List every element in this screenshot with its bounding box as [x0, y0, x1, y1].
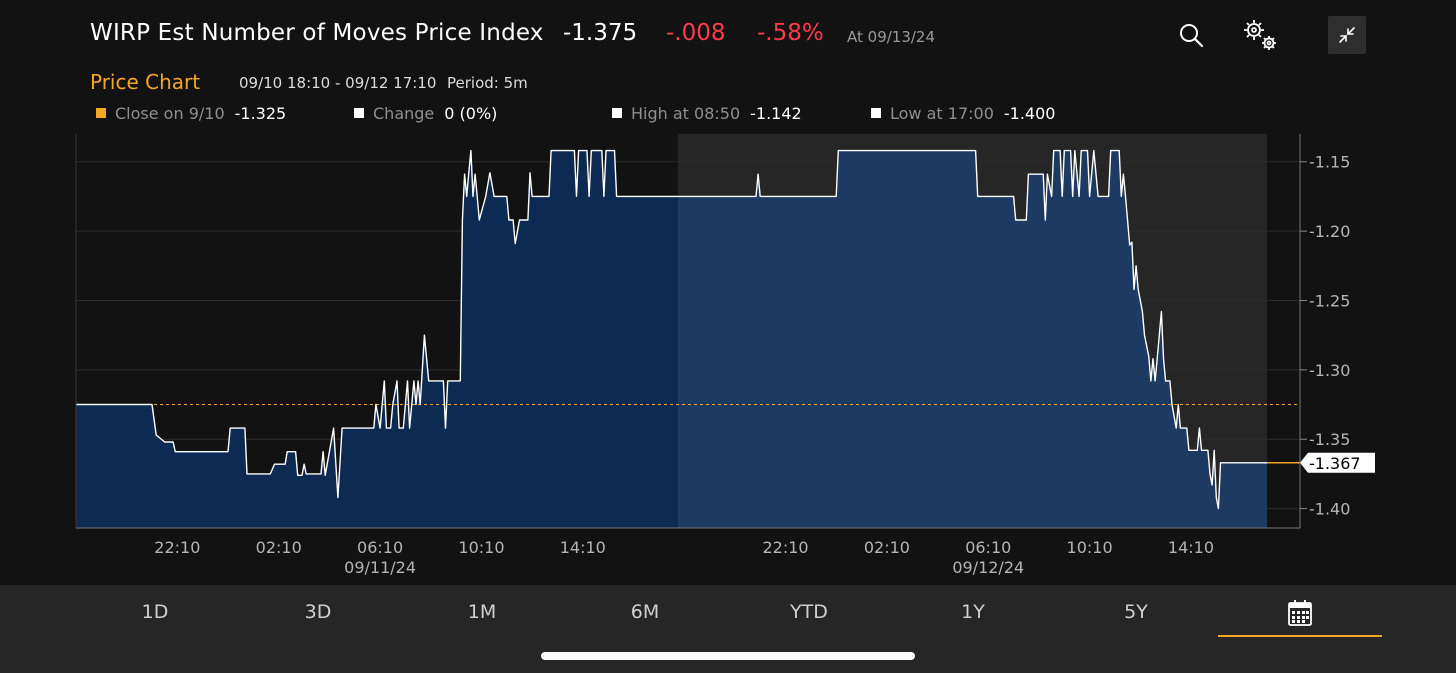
legend-label: High at 08:50 [631, 104, 741, 123]
legend-swatch [354, 108, 364, 118]
legend-value: -1.142 [750, 104, 802, 123]
security-title: WIRP Est Number of Moves Price Index [90, 20, 544, 46]
y-tick-label: -1.40 [1309, 500, 1350, 519]
series-area [76, 150, 678, 528]
x-date-label: 09/12/24 [952, 558, 1024, 577]
tab-ytd[interactable]: YTD [790, 601, 828, 623]
y-tick-label: -1.20 [1309, 222, 1350, 241]
x-tick-label: 22:10 [762, 538, 808, 557]
range-tab-bar: 1D 3D 1M 6M YTD 1Y 5Y [0, 585, 1456, 673]
legend-item-low: Low at 17:00 -1.400 [871, 104, 1055, 123]
x-tick-label: 10:10 [458, 538, 504, 557]
as-of-date: At 09/13/24 [847, 28, 936, 46]
tab-6m[interactable]: 6M [630, 601, 660, 623]
tab-1d[interactable]: 1D [141, 601, 169, 623]
legend-value: 0 (0%) [444, 104, 498, 123]
legend-swatch [871, 108, 881, 118]
legend-label: Low at 17:00 [890, 104, 994, 123]
tab-3d[interactable]: 3D [304, 601, 332, 623]
legend-label: Change [373, 104, 435, 123]
legend-value: -1.400 [1003, 104, 1056, 123]
chart-subheader: Price Chart 09/10 18:10 - 09/12 17:10 Pe… [0, 70, 1456, 100]
legend-item-change: Change 0 (0%) [354, 104, 497, 123]
y-tick-label: -1.25 [1309, 291, 1350, 310]
tab-1m[interactable]: 1M [467, 601, 497, 623]
legend-label: Close on 9/10 [115, 104, 225, 123]
x-tick-label: 06:10 [965, 538, 1011, 557]
last-price: -1.375 [563, 20, 638, 46]
legend-swatch [612, 108, 622, 118]
settings-gears-icon[interactable] [1240, 16, 1280, 54]
header: WIRP Est Number of Moves Price Index -1.… [0, 0, 1456, 70]
period-label: Period: 5m [447, 74, 528, 92]
price-chart-title: Price Chart [90, 70, 201, 94]
net-change: -.008 [666, 20, 726, 46]
x-tick-label: 06:10 [357, 538, 403, 557]
selected-tab-indicator [1218, 635, 1382, 637]
legend-swatch [96, 108, 106, 118]
x-date-label: 09/11/24 [344, 558, 416, 577]
price-chart[interactable]: -1.15 -1.20 -1.25 -1.30 -1.35 -1.40 -1.367 22:1… [0, 125, 1456, 585]
x-tick-label: 02:10 [256, 538, 302, 557]
collapse-icon[interactable] [1328, 16, 1366, 54]
x-tick-label: 14:10 [1168, 538, 1214, 557]
percent-change: -.58% [757, 20, 824, 46]
y-tick-label: -1.30 [1309, 361, 1350, 380]
last-value-label: -1.367 [1309, 454, 1361, 473]
date-range: 09/10 18:10 - 09/12 17:10 [239, 74, 437, 92]
tab-1y[interactable]: 1Y [961, 601, 985, 623]
x-tick-label: 10:10 [1067, 538, 1113, 557]
search-icon[interactable] [1176, 20, 1208, 52]
calendar-icon[interactable] [1287, 599, 1313, 627]
legend-item-close: Close on 9/10 -1.325 [96, 104, 286, 123]
last-value-tag [1300, 452, 1375, 473]
chart-legend: Close on 9/10 -1.325 Change 0 (0%) High at… [0, 104, 1456, 126]
x-tick-label: 22:10 [154, 538, 200, 557]
tab-5y[interactable]: 5Y [1124, 601, 1148, 623]
series-area-highlight [677, 150, 1267, 528]
y-tick-label: -1.35 [1309, 430, 1350, 449]
legend-item-high: High at 08:50 -1.142 [612, 104, 802, 123]
x-tick-label: 14:10 [560, 538, 606, 557]
series-line [76, 149, 1267, 510]
y-tick-label: -1.15 [1309, 153, 1350, 172]
home-indicator [541, 652, 915, 660]
x-tick-label: 02:10 [864, 538, 910, 557]
legend-value: -1.325 [234, 104, 287, 123]
